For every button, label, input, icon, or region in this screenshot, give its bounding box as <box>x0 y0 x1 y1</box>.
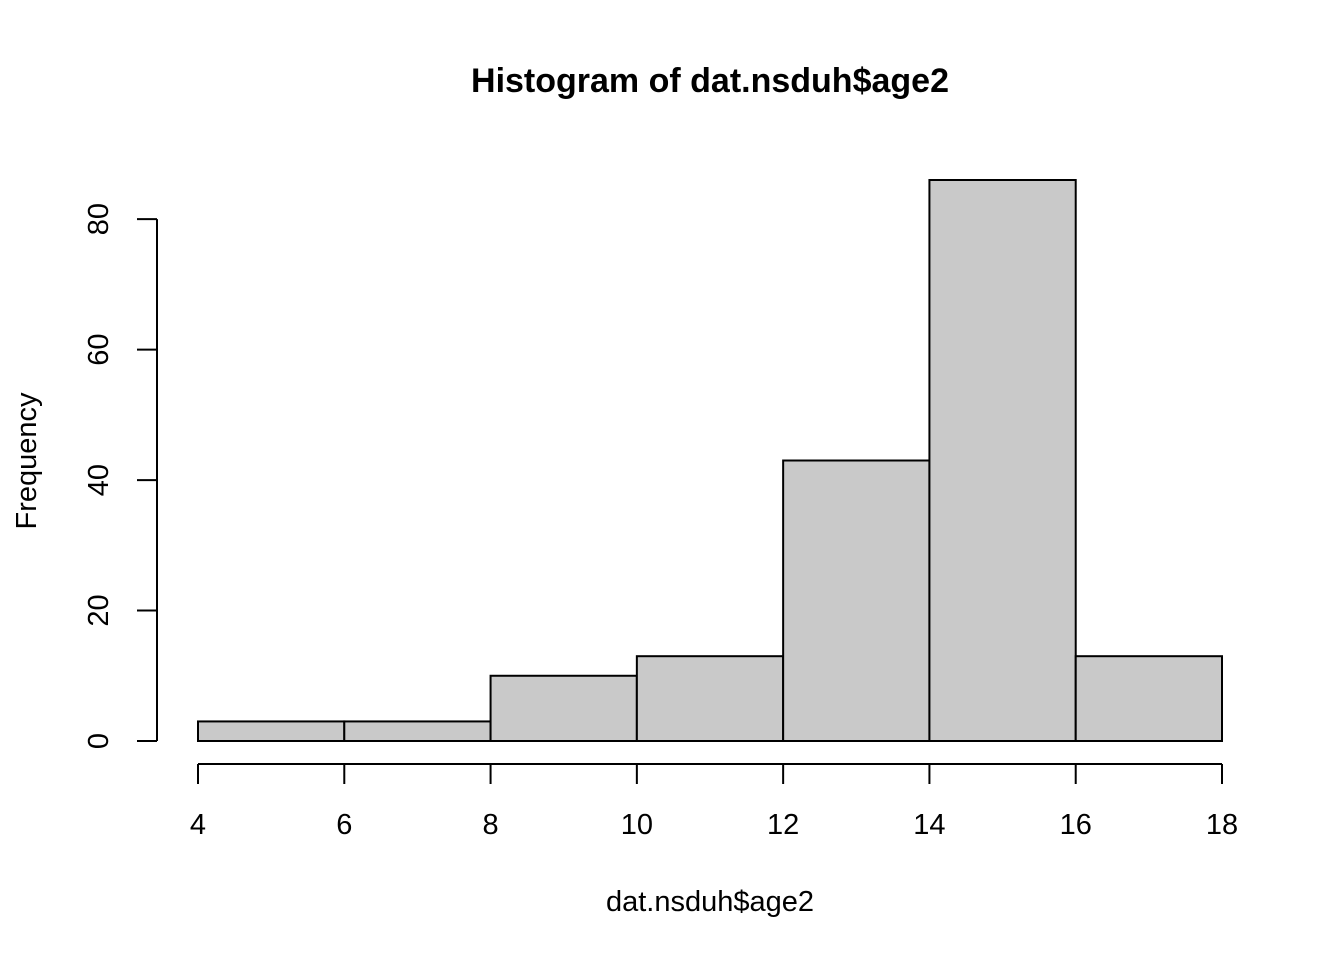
histogram-bar-12-14 <box>782 459 931 742</box>
y-tick-label-20: 20 <box>83 594 115 626</box>
histogram-bar-4-6 <box>197 720 346 743</box>
y-axis-label: Frequency <box>11 392 43 530</box>
histogram-bar-8-10 <box>489 674 638 743</box>
x-tick-label-18: 18 <box>1206 809 1238 841</box>
x-axis-label: dat.nsduh$age2 <box>606 886 814 918</box>
y-tick-label-80: 80 <box>83 203 115 235</box>
x-tick-label-14: 14 <box>913 809 945 841</box>
histogram-bar-10-12 <box>635 655 785 743</box>
y-tick-label-0: 0 <box>83 733 115 749</box>
histogram-bar-6-8 <box>343 720 492 743</box>
x-tick-label-6: 6 <box>336 809 352 841</box>
histogram-bar-14-16 <box>928 179 1077 742</box>
y-tick-label-40: 40 <box>83 464 115 496</box>
x-tick-label-16: 16 <box>1060 809 1092 841</box>
x-axis: 4 6 8 10 12 14 16 18 <box>190 763 1238 841</box>
y-tick-label-60: 60 <box>83 333 115 365</box>
y-axis: 0 20 40 60 80 <box>83 203 158 749</box>
x-tick-label-8: 8 <box>483 809 499 841</box>
histogram-bar-16-18 <box>1074 655 1223 743</box>
chart-title: Histogram of dat.nsduh$age2 <box>471 62 949 100</box>
x-tick-label-12: 12 <box>767 809 799 841</box>
x-tick-label-4: 4 <box>190 809 206 841</box>
x-tick-label-10: 10 <box>621 809 653 841</box>
bars-group <box>197 179 1223 743</box>
